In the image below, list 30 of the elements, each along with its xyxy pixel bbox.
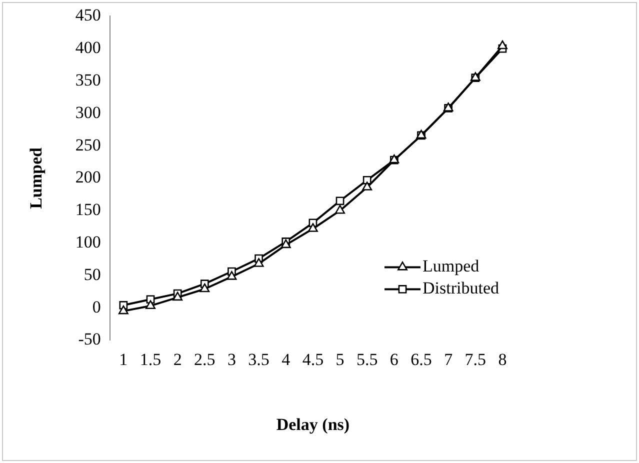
x-tick-label: 7 <box>444 350 454 369</box>
legend-label: Lumped <box>422 256 480 276</box>
x-tick-label: 2.5 <box>194 350 216 369</box>
y-tick-label: 50 <box>84 264 101 284</box>
x-axis-title: Delay (ns) <box>276 415 350 434</box>
y-tick-label: -50 <box>78 330 101 349</box>
y-tick-label: 0 <box>92 297 101 316</box>
x-tick-label: 5.5 <box>356 350 378 369</box>
x-tick-label: 1.5 <box>140 350 162 369</box>
y-axis-title: Lumped <box>26 146 46 209</box>
x-tick-label: 3.5 <box>248 350 270 369</box>
y-tick-label: 250 <box>75 135 101 154</box>
y-tick-label: 150 <box>75 200 101 220</box>
x-tick-label: 7.5 <box>464 350 486 369</box>
x-tick-label: 8 <box>498 350 507 369</box>
y-tick-label: 100 <box>75 232 101 252</box>
x-tick-label: 3 <box>227 350 236 369</box>
x-tick-label: 4 <box>282 350 291 369</box>
x-tick-label: 2 <box>173 350 182 369</box>
x-tick-label: 5 <box>336 350 344 369</box>
y-tick-label: 400 <box>75 38 101 58</box>
y-tick-label: 200 <box>75 168 101 187</box>
y-tick-label: 300 <box>75 102 101 122</box>
x-tick-label: 6 <box>390 350 398 369</box>
x-tick-label: 6.5 <box>410 350 432 369</box>
y-tick-label: 450 <box>75 6 101 25</box>
y-tick-label: 350 <box>75 70 101 90</box>
legend-label: Distributed <box>422 278 500 298</box>
x-tick-label: 1 <box>119 350 128 369</box>
x-tick-label: 4.5 <box>302 350 324 369</box>
